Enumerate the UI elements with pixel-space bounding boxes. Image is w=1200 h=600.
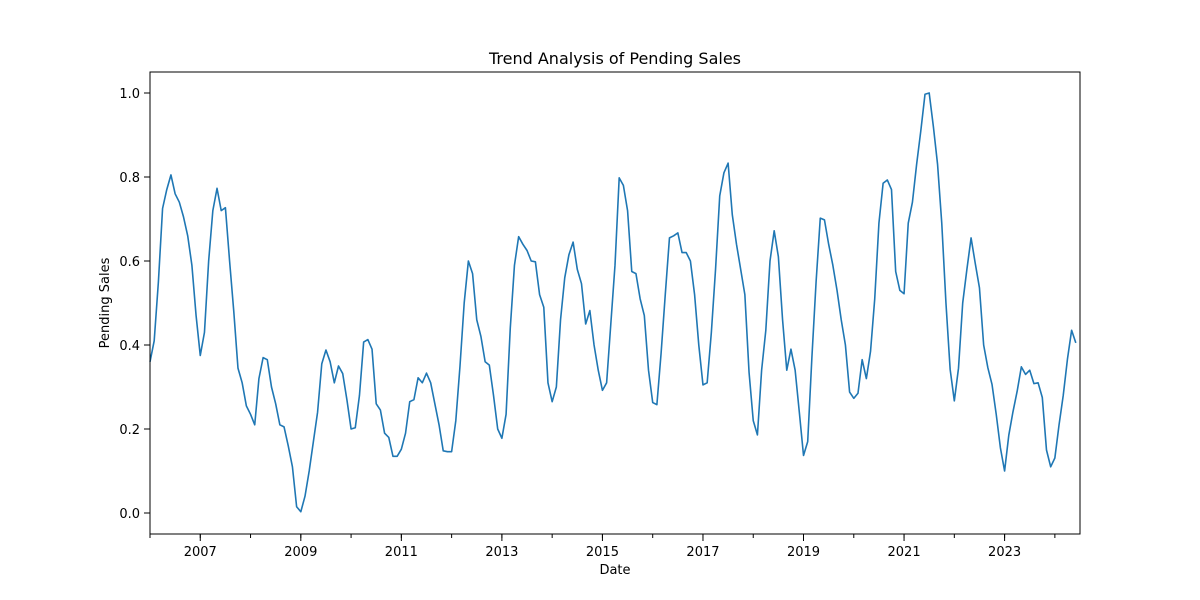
y-tick-label: 0.0 xyxy=(119,507,140,522)
y-tick-label: 1.0 xyxy=(119,87,140,102)
x-tick-label: 2009 xyxy=(284,545,317,560)
y-tick-label: 0.2 xyxy=(119,423,140,438)
y-tick-label: 0.6 xyxy=(119,255,140,270)
x-axis-title: Date xyxy=(599,563,630,578)
x-tick-label: 2023 xyxy=(988,545,1021,560)
y-axis: 0.0 0.2 0.4 0.6 0.8 1.0 xyxy=(119,87,150,522)
pending-sales-line xyxy=(149,92,1077,513)
y-tick-label: 0.8 xyxy=(119,171,140,186)
x-axis: 2007 2009 2011 2013 2015 2017 2019 2021 2023 xyxy=(149,534,1056,560)
x-tick-label: 2011 xyxy=(385,545,418,560)
x-tick-label: 2013 xyxy=(485,545,518,560)
x-tick-label: 2015 xyxy=(586,545,619,560)
x-tick-label: 2017 xyxy=(686,545,719,560)
x-tick-label: 2007 xyxy=(184,545,217,560)
y-tick-label: 0.4 xyxy=(119,339,140,354)
x-tick-label: 2019 xyxy=(787,545,820,560)
chart-title: Trend Analysis of Pending Sales xyxy=(488,49,741,68)
plot-frame xyxy=(149,71,1081,535)
y-axis-title: Pending Sales xyxy=(98,257,113,348)
x-tick-label: 2021 xyxy=(888,545,921,560)
plot-area xyxy=(149,92,1077,513)
